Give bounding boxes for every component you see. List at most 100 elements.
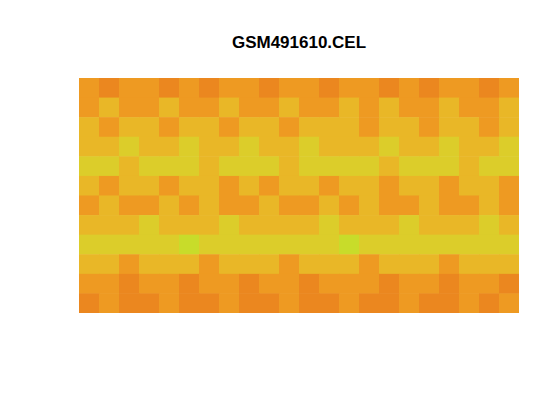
cell (279, 137, 300, 157)
cell (499, 117, 519, 137)
cell (239, 156, 260, 176)
cell (259, 117, 280, 137)
cell (299, 293, 320, 313)
cell (339, 156, 360, 176)
cell (139, 293, 160, 313)
cell (139, 176, 160, 196)
cell (119, 274, 140, 294)
cell (159, 98, 180, 118)
cell (259, 98, 280, 118)
cell (399, 254, 420, 274)
cell (79, 235, 100, 255)
cell (459, 196, 480, 216)
cell (379, 293, 400, 313)
cell (499, 137, 519, 157)
cell (499, 274, 519, 294)
cell (319, 196, 340, 216)
cell (319, 117, 340, 137)
cell (299, 137, 320, 157)
cell (239, 274, 260, 294)
cell (399, 156, 420, 176)
cell (399, 196, 420, 216)
cells (79, 78, 519, 313)
cell (99, 235, 120, 255)
cell (179, 176, 200, 196)
cell (459, 156, 480, 176)
cell (499, 235, 519, 255)
cell (239, 235, 260, 255)
cell (459, 235, 480, 255)
chart: GSM491610.CEL (0, 0, 559, 411)
cell (439, 215, 460, 235)
cell (159, 215, 180, 235)
cell (99, 156, 120, 176)
cell (279, 235, 300, 255)
cell (179, 254, 200, 274)
cell (119, 196, 140, 216)
cell (379, 98, 400, 118)
cell (79, 98, 100, 118)
cell (159, 117, 180, 137)
cell (99, 293, 120, 313)
cell (219, 117, 240, 137)
cell (359, 156, 380, 176)
cell (339, 137, 360, 157)
cell (179, 215, 200, 235)
cell (359, 78, 380, 98)
cell (179, 293, 200, 313)
cell (439, 293, 460, 313)
cell (359, 235, 380, 255)
cell (439, 254, 460, 274)
cell (119, 137, 140, 157)
cell (499, 176, 519, 196)
cell (379, 235, 400, 255)
cell (499, 98, 519, 118)
cell (99, 215, 120, 235)
cell (499, 215, 519, 235)
cell (79, 215, 100, 235)
cell (219, 137, 240, 157)
cell (199, 117, 220, 137)
cell (419, 176, 440, 196)
cell (79, 156, 100, 176)
cell (259, 235, 280, 255)
cell (119, 293, 140, 313)
cell (99, 274, 120, 294)
cell (299, 254, 320, 274)
cell (459, 274, 480, 294)
cell (399, 293, 420, 313)
cell (399, 117, 420, 137)
cell (239, 196, 260, 216)
cell (299, 78, 320, 98)
cell (279, 176, 300, 196)
cell (219, 176, 240, 196)
cell (239, 293, 260, 313)
title: GSM491610.CEL (232, 33, 366, 52)
cell (459, 98, 480, 118)
cell (219, 274, 240, 294)
cell (299, 215, 320, 235)
cell (299, 196, 320, 216)
cell (259, 254, 280, 274)
cell (299, 274, 320, 294)
cell (279, 78, 300, 98)
cell (79, 78, 100, 98)
cell (419, 215, 440, 235)
cell (479, 137, 500, 157)
cell (279, 254, 300, 274)
cell (79, 176, 100, 196)
cell (139, 156, 160, 176)
cell (399, 235, 420, 255)
cell (479, 176, 500, 196)
cell (459, 117, 480, 137)
cell (199, 98, 220, 118)
cell (99, 137, 120, 157)
cell (399, 215, 420, 235)
cell (139, 215, 160, 235)
cell (319, 78, 340, 98)
cell (419, 78, 440, 98)
cell (219, 78, 240, 98)
cell (279, 196, 300, 216)
cell (479, 254, 500, 274)
cell (319, 293, 340, 313)
